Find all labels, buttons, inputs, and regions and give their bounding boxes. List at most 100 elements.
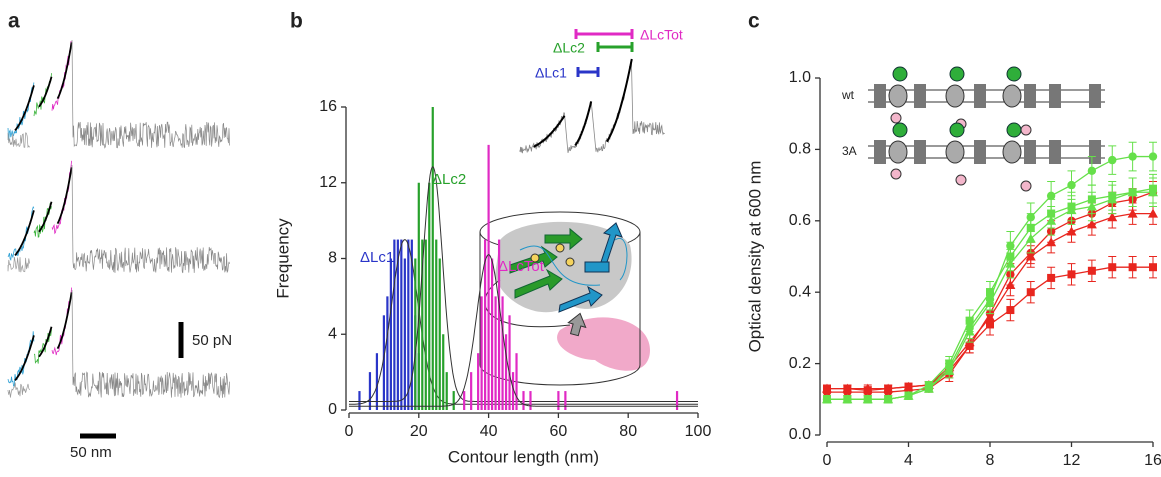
x-tick-label: 0 (345, 423, 354, 440)
y-tick-label: 0 (328, 401, 337, 418)
bar (511, 372, 515, 410)
marker (965, 341, 974, 350)
y-tick-label: 12 (319, 174, 337, 191)
y-tick-label: 0.2 (789, 355, 811, 372)
protein (1002, 140, 1022, 164)
marker (1108, 155, 1117, 165)
inset-fit (605, 58, 633, 143)
y-axis-title: Optical density at 600 nm (745, 161, 764, 353)
inset-interval (574, 29, 634, 39)
bar (389, 258, 392, 410)
trace-segment (7, 331, 35, 387)
ligand (949, 66, 965, 82)
series-line (827, 155, 1153, 400)
substrate (890, 168, 902, 180)
marker (1046, 191, 1056, 201)
bar (515, 353, 518, 410)
x-tick-label: 40 (480, 423, 498, 440)
substrate (1020, 124, 1032, 136)
trace-segment (51, 160, 72, 235)
marker (944, 365, 955, 375)
x-axis-title: Contour length (nm) (448, 447, 599, 466)
protein (945, 84, 965, 108)
wlc-fit (14, 335, 35, 381)
trace-baseline (71, 289, 230, 399)
marker (883, 394, 894, 404)
y-tick-label: 0.8 (789, 141, 811, 158)
wlc-fit (14, 210, 35, 256)
marker (1046, 215, 1057, 225)
ligand (1006, 66, 1022, 82)
series-label: ΔLc2 (432, 171, 466, 188)
x-tick-label: 4 (904, 452, 913, 469)
bar (463, 391, 466, 410)
inset-interval (576, 67, 600, 77)
marker (1026, 288, 1035, 297)
marker (843, 387, 852, 397)
wlc-fit (38, 76, 53, 108)
transporter (1024, 140, 1036, 164)
x-tick-label: 100 (685, 423, 712, 440)
inset-interval (596, 42, 634, 52)
marker (1066, 205, 1077, 215)
membrane (868, 89, 1105, 103)
inset-fit (574, 101, 593, 146)
marker (1127, 187, 1138, 197)
marker (1087, 166, 1097, 176)
y-tick-label: 4 (328, 325, 337, 342)
bar (480, 296, 483, 410)
marker (1148, 208, 1158, 218)
bar (557, 391, 560, 410)
wlc-fit (56, 167, 73, 224)
bar (494, 296, 497, 410)
series-label: ΔLcTot (498, 258, 545, 275)
bar (529, 391, 532, 410)
ligand (892, 66, 908, 82)
trace-baseline (71, 164, 230, 274)
bar (497, 239, 501, 410)
marker (1067, 180, 1076, 190)
trace-segment (7, 205, 35, 261)
protein (888, 140, 908, 164)
marker (822, 387, 832, 397)
bar (431, 107, 434, 410)
marker (1128, 152, 1137, 161)
wlc-fit (38, 326, 53, 358)
trace-segment (7, 82, 35, 141)
marker (1128, 263, 1137, 272)
marker (903, 390, 914, 400)
marker (1067, 270, 1076, 279)
bar (508, 315, 511, 410)
substrate (890, 112, 902, 124)
substrate (1020, 180, 1032, 192)
marker (1148, 152, 1158, 161)
marker (863, 387, 872, 397)
trace-start (7, 257, 30, 273)
wlc-fit (14, 85, 35, 131)
panel-label: b (290, 10, 303, 33)
marker (822, 394, 832, 404)
bar (428, 182, 431, 410)
y-axis-title: Frequency (273, 218, 292, 299)
bar (400, 239, 403, 410)
wlc-fit (56, 292, 73, 349)
inset-label: wt (841, 88, 855, 102)
panel-label: a (8, 10, 20, 33)
force-scale-label: 50 pN (192, 332, 232, 349)
transporter (1024, 84, 1036, 108)
ligand (949, 122, 965, 138)
marker (1127, 208, 1138, 218)
ligand (1006, 122, 1022, 138)
bar (393, 239, 396, 410)
x-tick-label: 8 (986, 452, 995, 469)
marker (1005, 258, 1016, 268)
protein (1002, 84, 1022, 108)
y-tick-label: 1.0 (789, 69, 811, 86)
distance-scale-label: 50 nm (70, 444, 112, 461)
bar (477, 353, 480, 410)
transporter (914, 140, 926, 164)
transporter (974, 140, 986, 164)
bar (424, 239, 427, 410)
marker (883, 387, 893, 397)
protein-cartoon (479, 211, 650, 386)
